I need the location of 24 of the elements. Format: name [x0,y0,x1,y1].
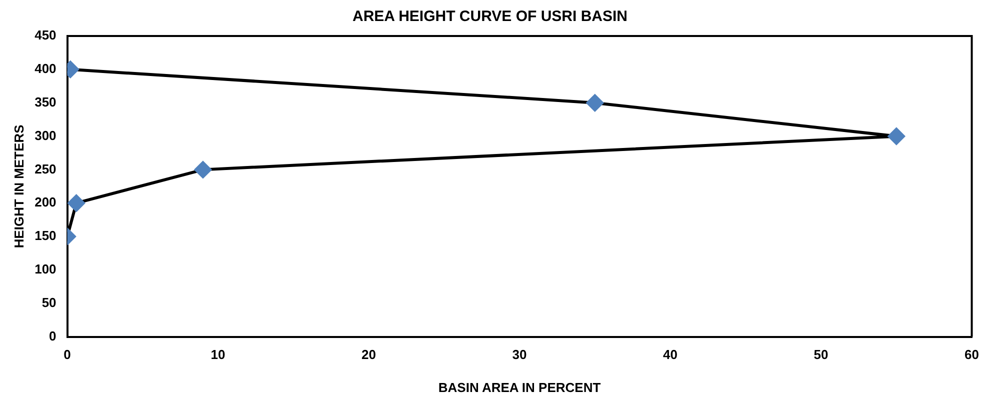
y-tick-label: 200 [34,194,56,210]
y-tick-label: 150 [34,228,56,244]
point [68,194,85,212]
y-axis-title: HEIGHT IN METERS [11,124,26,248]
y-tick-label: 400 [34,61,56,76]
y-tick-label: 0 [49,328,56,344]
x-tick-label: 30 [512,347,527,362]
chart-title: AREA HEIGHT CURVE OF USRI BASIN [352,8,628,26]
x-tick-label: 10 [210,347,226,362]
x-tick-label: 0 [64,347,71,362]
x-axis-title: BASIN AREA IN PERCENT [438,380,601,395]
y-tick-label: 250 [34,161,56,176]
y-tick-label: 350 [34,94,56,110]
x-tick-label: 40 [663,347,678,362]
x-tick-label: 20 [362,347,376,362]
y-tick-label: 450 [34,28,56,43]
x-tick-label: 60 [964,347,980,362]
x-tick-label: 50 [814,347,828,362]
y-tick-label: 100 [34,262,56,277]
y-tick-label: 300 [34,128,56,143]
point [194,161,212,178]
point [888,128,905,145]
point [586,94,604,112]
y-tick-label: 50 [42,294,56,310]
